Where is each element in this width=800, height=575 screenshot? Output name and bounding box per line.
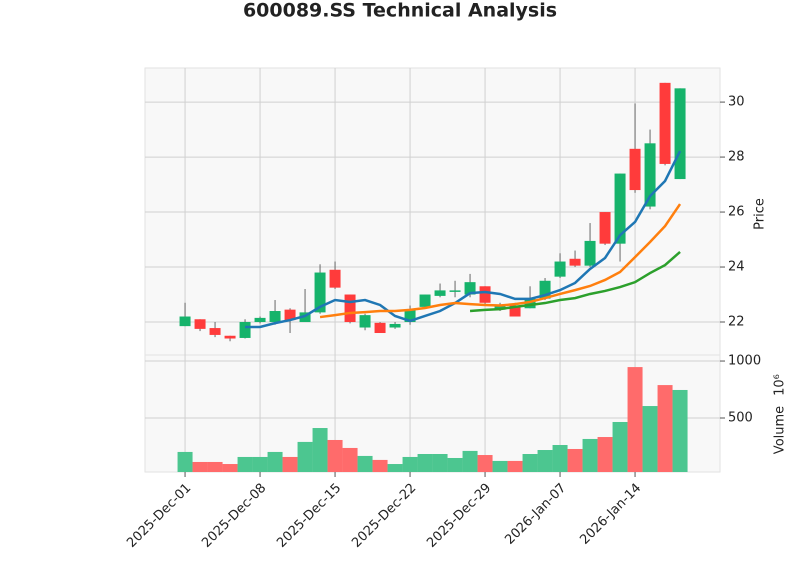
candle-body xyxy=(614,173,626,244)
x-tick-label: 2025-Dec-01 xyxy=(124,481,194,551)
volume-bar xyxy=(462,450,478,472)
candle-body xyxy=(464,282,476,295)
candle-body xyxy=(344,294,356,323)
candle-body xyxy=(479,286,491,303)
volume-bar xyxy=(267,451,283,472)
candle-body xyxy=(269,311,281,323)
x-tick-label: 2026-Jan-07 xyxy=(502,481,569,548)
volume-bar xyxy=(237,456,253,472)
price-axis-label: Price xyxy=(753,198,768,230)
candle-body xyxy=(254,317,266,323)
candle-body xyxy=(449,290,461,292)
volume-bar xyxy=(222,464,238,472)
candle-body xyxy=(359,315,371,328)
volume-axis-label: Volume xyxy=(773,406,788,454)
candle-body xyxy=(644,143,656,207)
candle-body xyxy=(554,261,566,277)
x-tick-label: 2025-Dec-22 xyxy=(349,481,419,551)
moving-average-line xyxy=(245,150,682,329)
volume-bar xyxy=(447,457,463,472)
volume-bar xyxy=(342,447,358,472)
y-tick-label: 26 xyxy=(728,205,745,220)
volume-bar xyxy=(207,461,223,472)
volume-bar xyxy=(372,459,388,472)
x-tick-label: 2025-Dec-15 xyxy=(274,481,344,551)
candle-body xyxy=(314,272,326,313)
volume-bar xyxy=(432,454,448,472)
volume-bar xyxy=(402,456,418,472)
volume-bar xyxy=(642,406,658,472)
volume-bar xyxy=(567,448,583,472)
candle-body xyxy=(509,305,521,317)
volume-bar xyxy=(597,437,613,472)
y-tick-label: 24 xyxy=(728,260,745,275)
volume-bar xyxy=(507,460,523,472)
volume-bar xyxy=(477,455,493,472)
candle-body xyxy=(629,148,641,191)
volume-bar xyxy=(252,456,268,472)
candle-body xyxy=(659,82,671,164)
candle-body xyxy=(284,309,296,321)
candle-body xyxy=(209,328,221,335)
y-tick-label: 1000 xyxy=(728,354,761,369)
volume-bar xyxy=(582,438,598,472)
volume-scale-label: 10⁶ xyxy=(773,374,788,396)
candle-body xyxy=(419,294,431,307)
volume-bar xyxy=(192,461,208,472)
volume-bar xyxy=(552,445,568,472)
candle-body xyxy=(239,322,251,338)
candle-body xyxy=(494,305,506,310)
candle-body xyxy=(179,316,191,327)
volume-bar xyxy=(672,389,688,472)
x-tick-label: 2025-Dec-29 xyxy=(424,481,494,551)
candle-body xyxy=(389,323,401,328)
volume-bar xyxy=(417,454,433,472)
x-tick-label: 2025-Dec-08 xyxy=(199,481,269,551)
candle-body xyxy=(434,290,446,296)
volume-bar xyxy=(657,385,673,472)
y-tick-label: 28 xyxy=(728,150,745,165)
volume-bar xyxy=(492,460,508,472)
volume-bar xyxy=(297,441,313,472)
chart-title: 600089.SS Technical Analysis xyxy=(243,0,557,22)
moving-average-line xyxy=(469,250,681,313)
x-tick-label: 2026-Jan-14 xyxy=(577,481,644,548)
candle-body xyxy=(404,309,416,323)
volume-bar xyxy=(387,464,403,472)
volume-bar xyxy=(312,428,328,472)
volume-bar xyxy=(327,439,343,472)
candle-body xyxy=(329,269,341,288)
candle-body xyxy=(569,258,581,266)
candle-body xyxy=(224,335,236,339)
candle-body xyxy=(599,212,611,244)
candle-body xyxy=(584,240,596,266)
candle-body xyxy=(524,298,536,309)
volume-bar xyxy=(612,421,628,472)
volume-bar xyxy=(357,455,373,472)
candle-body xyxy=(539,280,551,299)
price-panel xyxy=(144,67,721,356)
volume-bar xyxy=(537,450,553,472)
y-tick-label: 30 xyxy=(728,95,745,110)
candle-body xyxy=(674,88,686,180)
moving-average-line xyxy=(319,203,682,319)
volume-bar xyxy=(522,454,538,472)
candle-body xyxy=(374,322,386,334)
volume-bar xyxy=(282,456,298,472)
candle-body xyxy=(194,319,206,329)
volume-bar xyxy=(177,451,193,472)
volume-bar xyxy=(627,367,643,472)
y-tick-label: 500 xyxy=(728,411,753,426)
y-tick-label: 22 xyxy=(728,315,745,330)
